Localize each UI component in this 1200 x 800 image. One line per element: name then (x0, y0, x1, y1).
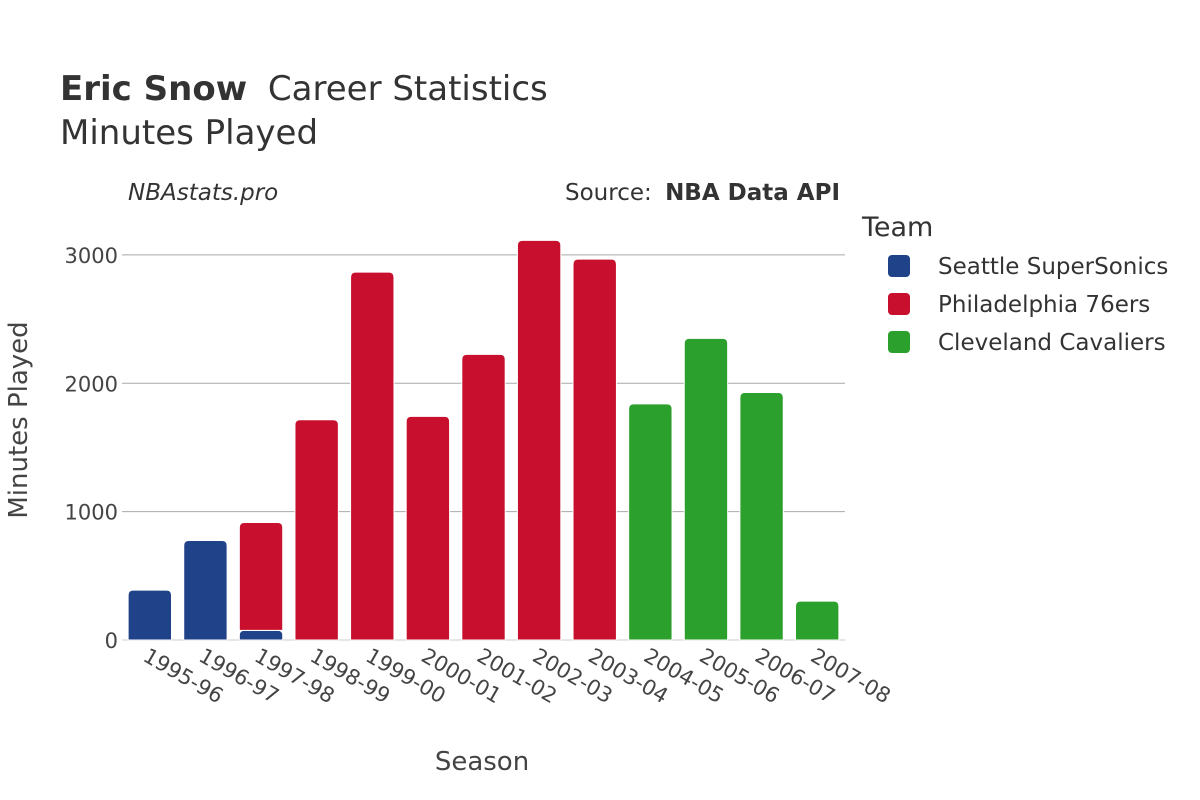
chart-title-suffix: Career Statistics (268, 69, 548, 109)
bar (683, 337, 729, 641)
legend-label: Seattle SuperSonics (938, 254, 1168, 280)
bar (127, 589, 172, 641)
bar (461, 353, 506, 641)
y-tick-label: 2000 (65, 372, 118, 396)
site-credit: NBAstats.pro (128, 180, 278, 206)
bar (294, 419, 339, 641)
legend-swatch (888, 293, 910, 315)
legend-items: Seattle SuperSonics Philadelphia 76ers Cle… (888, 254, 1168, 356)
bar (572, 258, 617, 641)
bar (183, 540, 228, 641)
bar (405, 415, 451, 641)
chart-title-player: Eric Snow (60, 69, 247, 109)
bar (516, 239, 562, 641)
legend-title: Team (861, 212, 933, 243)
legend: Team Seattle SuperSonics Philadelphia 76e… (861, 212, 1168, 356)
bars (127, 239, 840, 641)
chart-subtitle: Minutes Played (60, 113, 318, 153)
y-tick-label: 3000 (65, 244, 118, 268)
source-name: NBA Data API (665, 180, 840, 206)
y-tick-label: 1000 (65, 501, 118, 525)
x-axis-ticks: 1995-961996-971997-981998-991999-002000-… (139, 644, 894, 709)
bar (238, 522, 284, 631)
bar (739, 392, 784, 641)
source-credit: Source: NBA Data API (565, 180, 840, 206)
y-axis-ticks: 0 1000 2000 3000 (65, 244, 118, 653)
bar (350, 271, 395, 641)
legend-swatch (888, 255, 910, 277)
y-tick-label: 0 (105, 629, 118, 653)
bar (238, 629, 284, 641)
x-axis-title: Season (435, 747, 529, 777)
legend-label: Philadelphia 76ers (938, 292, 1150, 318)
bar (795, 600, 840, 641)
chart-title: Eric Snow Career Statistics (60, 69, 548, 109)
bar (628, 403, 673, 641)
y-axis-title: Minutes Played (4, 321, 34, 518)
legend-label: Cleveland Cavaliers (938, 330, 1166, 356)
legend-swatch (888, 331, 910, 353)
source-prefix: Source: (565, 180, 652, 206)
